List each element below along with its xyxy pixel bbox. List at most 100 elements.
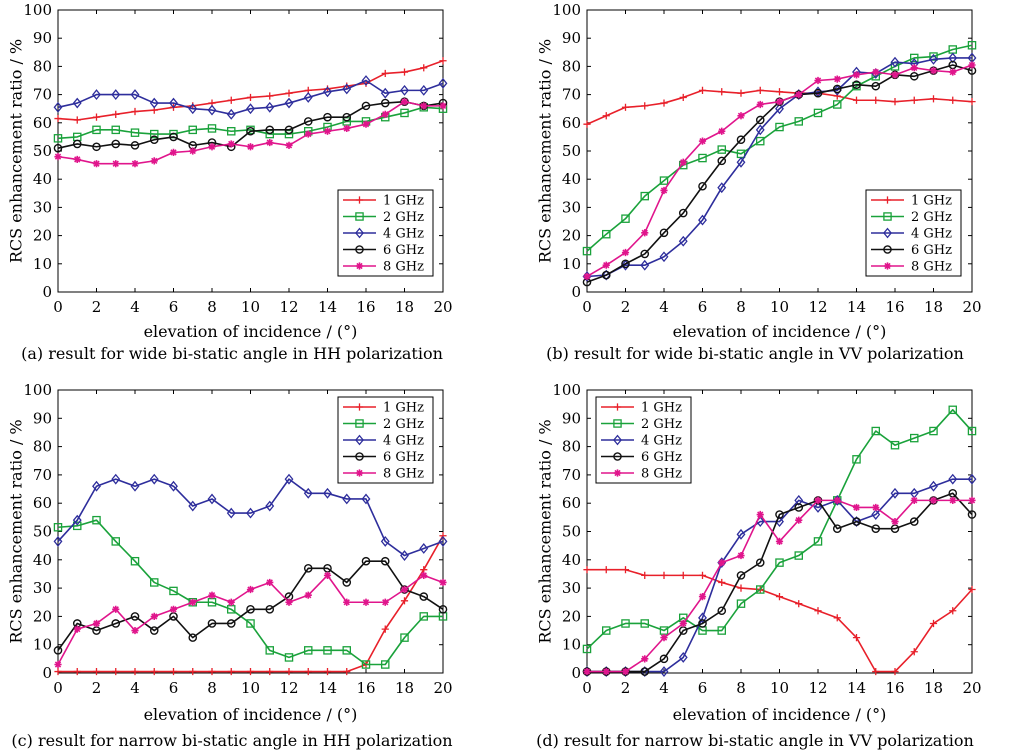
y-tick-label: 0 <box>42 664 52 682</box>
data-point <box>698 153 707 163</box>
legend-label: 1 GHz <box>383 194 424 209</box>
data-point <box>323 646 332 655</box>
data-point <box>54 667 62 676</box>
x-tick-label: 20 <box>433 679 452 697</box>
y-tick-label: 70 <box>33 86 52 104</box>
data-point <box>583 667 591 676</box>
chart-d: 0 2 4 6 8 10 12 14 16 18 20 0 10 20 30 40 50 60 70 80 90 100 e… <box>536 381 982 750</box>
data-point <box>323 86 332 98</box>
data-point <box>380 87 390 99</box>
legend-marker <box>355 403 364 411</box>
x-tick-label: 14 <box>318 679 337 697</box>
data-point <box>400 84 409 96</box>
data-point <box>929 53 938 65</box>
y-tick-label: 30 <box>33 579 52 597</box>
data-point <box>111 619 121 628</box>
y-tick-label: 100 <box>23 381 52 399</box>
data-point <box>794 494 804 506</box>
data-point <box>342 578 352 587</box>
data-point <box>640 249 650 259</box>
data-point <box>265 605 275 614</box>
data-point <box>795 600 803 608</box>
data-point <box>640 191 650 201</box>
data-point <box>169 667 178 676</box>
data-point <box>852 80 861 90</box>
data-point <box>679 158 687 166</box>
legend-marker <box>883 196 892 204</box>
x-tick-label: 12 <box>808 298 827 316</box>
y-tick-label: 70 <box>562 466 581 484</box>
y-tick-label: 100 <box>552 1 581 19</box>
data-point <box>698 214 707 226</box>
data-point <box>343 124 351 133</box>
data-point <box>621 248 630 257</box>
data-point <box>303 563 313 573</box>
data-point <box>207 124 217 133</box>
series-2-ghz <box>582 405 977 654</box>
series-8-ghz <box>583 496 976 676</box>
data-point <box>92 160 101 168</box>
data-point <box>872 503 880 512</box>
data-point <box>72 514 82 526</box>
data-point <box>929 426 938 436</box>
y-axis-label: RCS enhancement ratio / % <box>536 39 555 263</box>
x-tick-label: 6 <box>698 679 708 697</box>
legend-marker <box>355 196 364 204</box>
data-point <box>833 496 841 504</box>
data-point <box>381 625 389 633</box>
data-point <box>92 113 101 121</box>
legend-marker <box>355 452 364 461</box>
data-point <box>660 186 668 195</box>
data-point <box>813 502 823 513</box>
data-point <box>890 487 900 499</box>
data-point <box>640 667 650 676</box>
data-point <box>92 667 101 676</box>
data-point <box>246 143 255 151</box>
data-point <box>169 586 178 596</box>
data-point <box>303 646 313 655</box>
legend-marker <box>355 212 364 221</box>
data-point <box>718 88 726 96</box>
data-point <box>400 68 409 76</box>
data-point <box>342 646 351 655</box>
x-tick-label: 2 <box>92 298 102 316</box>
data-point <box>72 139 82 149</box>
data-point <box>400 108 409 118</box>
data-point <box>832 84 842 94</box>
data-point <box>814 607 822 615</box>
data-point <box>53 101 63 113</box>
data-point <box>929 619 938 628</box>
data-point <box>227 598 235 606</box>
data-point <box>968 496 976 504</box>
data-point <box>871 524 881 533</box>
data-point <box>380 556 390 566</box>
y-tick-label: 90 <box>562 409 581 427</box>
data-point <box>420 102 428 110</box>
x-tick-label: 14 <box>847 298 866 316</box>
data-point <box>813 537 823 546</box>
data-point <box>736 528 746 540</box>
y-tick-label: 90 <box>562 29 581 47</box>
y-tick-label: 100 <box>23 1 52 19</box>
data-point <box>813 108 823 118</box>
data-point <box>890 56 900 68</box>
data-point <box>246 93 255 102</box>
data-point <box>73 116 81 124</box>
data-point <box>891 98 899 106</box>
data-point <box>641 229 649 237</box>
data-point <box>678 235 688 247</box>
data-point <box>362 598 370 606</box>
data-point <box>246 585 255 594</box>
x-tick-label: 8 <box>207 298 217 316</box>
x-tick-label: 10 <box>241 679 260 697</box>
x-tick-label: 2 <box>621 298 631 316</box>
data-point <box>439 532 447 540</box>
data-point <box>910 96 918 104</box>
data-point <box>169 480 178 492</box>
data-point <box>755 558 765 567</box>
data-point <box>284 125 294 135</box>
x-tick-label: 8 <box>736 298 746 316</box>
data-point <box>871 426 881 436</box>
data-point <box>111 89 121 101</box>
